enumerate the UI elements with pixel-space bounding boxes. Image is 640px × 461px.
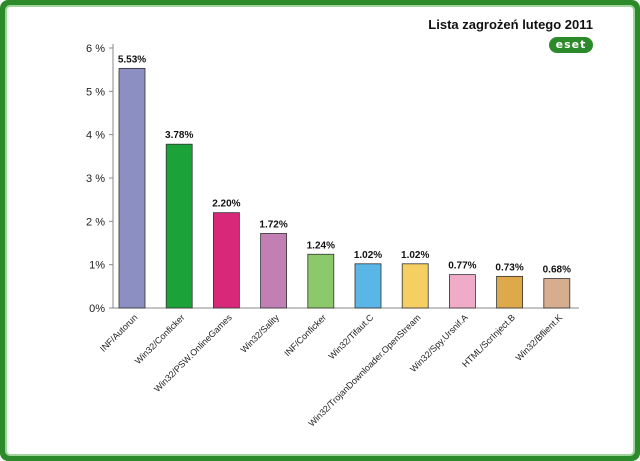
x-tick-label: Win32/Conficker	[133, 312, 187, 366]
bar-value-label: 0.77%	[448, 261, 476, 272]
x-tick-label: INF/Autorun	[98, 312, 139, 353]
bar	[118, 67, 146, 309]
x-tick-label: Win32/Sality	[239, 312, 282, 355]
bar	[543, 278, 571, 309]
y-tick-label: 4 %	[86, 130, 105, 142]
y-tick-label: 1%	[89, 260, 105, 272]
bar	[401, 263, 429, 309]
chart-panel: Lista zagrożeń lutego 2011 eset 0% 1% 2 % 3…	[5, 5, 635, 456]
chart-title: Lista zagrożeń lutego 2011	[428, 17, 593, 32]
y-tick-label: 5 %	[86, 86, 105, 98]
bar-value-label: 0.73%	[495, 262, 523, 273]
bar	[260, 233, 288, 309]
bar-value-label: 1.02%	[401, 250, 429, 261]
x-tick-label: Win32/Tifaut.C	[326, 312, 375, 361]
y-tick-label: 2 %	[86, 216, 105, 228]
bar	[165, 143, 193, 309]
eset-logo: eset	[549, 37, 593, 53]
bar-value-label: 1.02%	[354, 250, 382, 261]
y-tick-label: 3 %	[86, 173, 105, 185]
y-tick-label: 0%	[89, 303, 105, 315]
bar-value-label: 1.72%	[259, 219, 287, 230]
x-tick-label: Win32/Bflient.K	[514, 312, 565, 363]
bar-value-label: 0.68%	[543, 265, 571, 276]
x-tick-label: INF/Conficker	[282, 312, 328, 358]
bar	[212, 212, 240, 309]
bar-value-label: 3.78%	[165, 130, 193, 141]
x-tick-label: HTML/ScrInject.B	[460, 312, 517, 369]
bar-value-label: 5.53%	[118, 54, 146, 65]
bar	[448, 274, 476, 309]
bar-value-label: 2.20%	[212, 199, 240, 210]
bar	[354, 263, 382, 309]
bar-value-label: 1.24%	[307, 240, 335, 251]
bar-chart: 0% 1% 2 % 3 % 4 % 5 % 6 % 5.53% INF/Autorun 3.78%…	[86, 43, 579, 428]
bar	[496, 275, 524, 309]
y-tick-label: 6 %	[86, 43, 105, 55]
x-tick-label: Win32/PSW.OnlineGames	[152, 312, 234, 394]
bar	[307, 253, 335, 309]
